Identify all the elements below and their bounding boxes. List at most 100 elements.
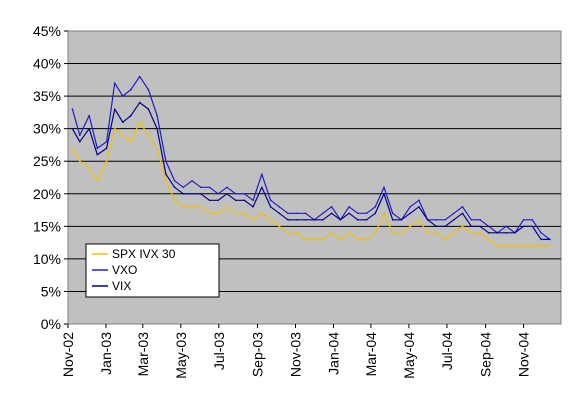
data-point <box>252 219 254 221</box>
data-point <box>88 166 90 169</box>
data-point <box>71 108 74 110</box>
data-point <box>374 206 377 208</box>
data-point <box>522 225 525 228</box>
x-tick-label: Jan-04 <box>326 332 342 375</box>
data-point <box>391 212 394 215</box>
data-point <box>287 232 289 234</box>
data-point <box>226 206 228 208</box>
data-point <box>234 212 237 215</box>
data-point <box>496 232 499 234</box>
data-point <box>322 212 324 215</box>
data-point <box>418 199 420 202</box>
data-point <box>531 225 534 228</box>
data-point <box>217 193 219 195</box>
data-point <box>138 121 141 123</box>
data-point <box>165 160 167 162</box>
data-point <box>365 238 368 241</box>
data-point <box>243 199 246 202</box>
data-point <box>426 219 429 221</box>
data-point <box>243 212 246 215</box>
data-point <box>540 245 542 247</box>
data-point <box>234 199 237 202</box>
data-point <box>435 225 438 228</box>
data-point <box>357 219 359 221</box>
data-point <box>383 212 385 215</box>
data-point <box>514 232 516 234</box>
data-point <box>470 219 473 221</box>
data-point <box>278 206 281 208</box>
data-point <box>79 134 81 136</box>
data-point <box>479 219 481 221</box>
data-point <box>348 212 350 215</box>
legend-label-vix: VIX <box>112 279 131 293</box>
data-point <box>487 238 490 241</box>
data-point <box>96 147 99 149</box>
series-line-spx-ivx-30 <box>71 121 550 247</box>
y-tick-label: 35% <box>33 88 61 104</box>
data-point <box>549 245 551 247</box>
data-point <box>444 219 446 221</box>
data-point <box>252 206 254 208</box>
data-point <box>461 225 464 228</box>
y-tick-label: 5% <box>41 283 61 299</box>
x-tick-label: Sep-04 <box>478 332 494 377</box>
data-point <box>339 219 342 221</box>
data-point <box>261 173 263 175</box>
data-point <box>208 186 211 189</box>
data-point <box>426 232 429 234</box>
data-point <box>313 238 316 241</box>
data-point <box>383 193 385 195</box>
legend-label-spx-ivx-30: SPX IVX 30 <box>112 247 176 261</box>
data-point <box>470 225 473 228</box>
data-point <box>226 186 228 189</box>
data-point <box>147 88 150 91</box>
data-point <box>418 219 420 221</box>
data-point <box>444 225 446 228</box>
y-tick-label: 40% <box>33 56 61 72</box>
series-line-vxo <box>71 75 551 240</box>
x-tick-label: May-04 <box>401 332 417 379</box>
data-point <box>130 114 132 117</box>
data-point <box>505 225 508 228</box>
data-point <box>130 140 132 143</box>
data-point <box>113 108 116 110</box>
data-point <box>540 232 542 234</box>
data-point <box>400 219 403 221</box>
y-tick-label: 0% <box>41 316 61 332</box>
x-tick-label: Nov-04 <box>516 332 532 377</box>
data-point <box>96 180 99 182</box>
y-tick-label: 15% <box>33 218 61 234</box>
data-point <box>182 193 185 195</box>
data-point <box>122 134 124 136</box>
legend: SPX IVX 30 VXO VIX <box>85 243 220 298</box>
data-point <box>200 206 202 208</box>
data-point <box>217 212 219 215</box>
data-point <box>339 238 342 241</box>
data-point <box>479 225 481 228</box>
data-point <box>113 127 116 130</box>
y-tick-label: 30% <box>33 121 61 137</box>
data-point <box>156 147 158 149</box>
data-point <box>122 95 124 97</box>
data-point <box>182 206 185 208</box>
data-point <box>278 225 281 228</box>
data-point <box>105 147 108 149</box>
series-layer <box>71 75 551 247</box>
data-point <box>322 219 324 221</box>
legend-label-vxo: VXO <box>112 263 137 277</box>
data-point <box>470 232 473 234</box>
data-point <box>208 212 211 215</box>
x-tick-label: Jul-03 <box>211 332 227 370</box>
data-point <box>147 108 150 110</box>
data-point <box>365 212 368 215</box>
x-axis: Nov-02 Jan-03 Mar-03 May-03 Jul-03 Sep-03 Nov-… <box>60 324 532 379</box>
data-point <box>165 180 167 182</box>
data-point <box>330 212 333 215</box>
data-point <box>549 238 551 241</box>
data-point <box>252 199 254 202</box>
data-point <box>522 245 525 247</box>
y-tick-label: 10% <box>33 251 61 267</box>
data-point <box>156 114 158 117</box>
data-point <box>147 134 150 136</box>
